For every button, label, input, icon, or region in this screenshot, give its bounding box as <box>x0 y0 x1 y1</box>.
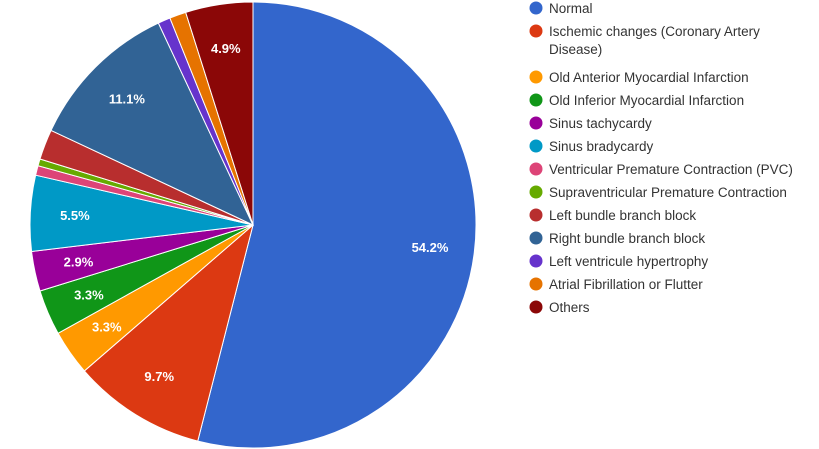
legend-marker-10 <box>529 231 543 245</box>
legend-label-12: Atrial Fibrillation or Flutter <box>549 277 703 292</box>
pie-labels: 54.2% 9.7% 3.3% 3.3% 2.9% 5.5% 11.1% 4.9% <box>60 41 449 384</box>
legend-item-12: Atrial Fibrillation or Flutter <box>529 277 703 292</box>
legend-label-11: Left ventricule hypertrophy <box>549 254 708 269</box>
legend-item-10: Right bundle branch block <box>529 231 705 246</box>
legend-item-5: Sinus tachycardy <box>529 116 652 131</box>
legend-label-2-line-2: Disease) <box>549 42 602 57</box>
legend-item-11: Left ventricule hypertrophy <box>529 254 708 269</box>
legend-label-10: Right bundle branch block <box>549 231 705 246</box>
slice-label-2: 9.7% <box>144 369 174 384</box>
pie-slice-13 <box>185 1 254 226</box>
legend-label-9: Left bundle branch block <box>549 208 696 223</box>
legend-item-6: Sinus bradycardy <box>529 139 654 154</box>
legend-marker-9 <box>529 208 543 222</box>
legend-item-4: Old Inferior Myocardial Infarction <box>529 93 744 108</box>
slice-label-5: 2.9% <box>64 255 94 270</box>
slice-label-6: 5.5% <box>60 208 90 223</box>
legend-marker-7 <box>529 162 543 176</box>
pie-slice-1 <box>197 1 477 449</box>
legend-marker-8 <box>529 185 543 199</box>
chart-legend: Normal Ischemic changes (Coronary Artery D… <box>529 1 793 315</box>
legend-label-4: Old Inferior Myocardial Infarction <box>549 93 744 108</box>
pie-slice-2 <box>83 223 254 442</box>
legend-label-3: Old Anterior Myocardial Infarction <box>549 70 749 85</box>
legend-item-13: Others <box>529 300 590 315</box>
pie-slice-10 <box>50 22 255 227</box>
legend-label-2-line-1: Ischemic changes (Coronary Artery <box>549 24 760 39</box>
legend-marker-4 <box>529 93 543 107</box>
legend-marker-12 <box>529 277 543 291</box>
slice-label-4: 3.3% <box>74 288 104 303</box>
legend-marker-11 <box>529 254 543 268</box>
legend-label-5: Sinus tachycardy <box>549 116 652 131</box>
legend-marker-2 <box>529 24 543 38</box>
legend-marker-13 <box>529 300 543 314</box>
slice-label-1: 54.2% <box>412 240 449 255</box>
slice-label-13: 4.9% <box>211 41 241 56</box>
legend-item-8: Supraventricular Premature Contraction <box>529 185 787 200</box>
legend-item-2: Ischemic changes (Coronary Artery Disease… <box>529 24 760 57</box>
legend-marker-6 <box>529 139 543 153</box>
slice-label-3: 3.3% <box>92 320 122 335</box>
legend-item-9: Left bundle branch block <box>529 208 696 223</box>
legend-marker-5 <box>529 116 543 130</box>
legend-marker-3 <box>529 70 543 84</box>
legend-label-8: Supraventricular Premature Contraction <box>549 185 787 200</box>
slice-label-10: 11.1% <box>109 91 146 106</box>
legend-label-7: Ventricular Premature Contraction (PVC) <box>549 162 793 177</box>
legend-label-1: Normal <box>549 1 593 16</box>
legend-label-6: Sinus bradycardy <box>549 139 654 154</box>
legend-label-13: Others <box>549 300 590 315</box>
legend-item-3: Old Anterior Myocardial Infarction <box>529 70 749 85</box>
legend-item-1: Normal <box>529 1 593 16</box>
pie-slices <box>29 1 477 449</box>
legend-item-7: Ventricular Premature Contraction (PVC) <box>529 162 793 177</box>
legend-marker-1 <box>529 1 543 15</box>
